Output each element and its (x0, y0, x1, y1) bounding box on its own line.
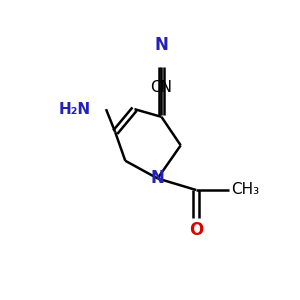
Text: O: O (189, 221, 203, 239)
Text: N: N (154, 36, 168, 54)
Text: N: N (151, 169, 164, 188)
Text: CH₃: CH₃ (231, 182, 259, 197)
Text: CN: CN (150, 80, 172, 95)
Text: H₂N: H₂N (58, 102, 91, 117)
